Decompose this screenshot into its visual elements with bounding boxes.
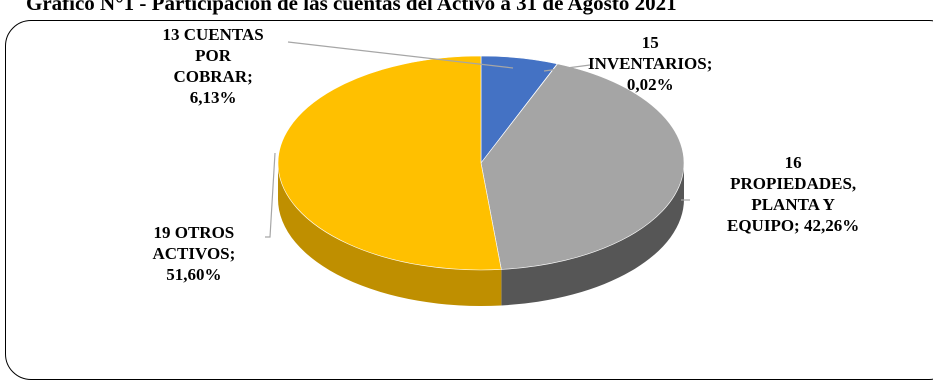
- label-otros-activos-line: 51,60%: [166, 265, 222, 284]
- label-propiedades-line: EQUIPO; 42,26%: [727, 216, 860, 235]
- chart-title: Gráfico N°1 - Participación de las cuent…: [26, 0, 677, 15]
- label-otros-activos: 19 OTROS ACTIVOS; 51,60%: [153, 222, 236, 285]
- label-inventarios: 15 INVENTARIOS; 0,02%: [588, 32, 712, 95]
- label-inventarios-line: INVENTARIOS;: [588, 54, 713, 73]
- label-propiedades-line: PLANTA Y: [751, 195, 835, 214]
- label-propiedades-line: 16: [784, 153, 802, 172]
- label-cuentas-por-cobrar-line: POR: [195, 46, 232, 65]
- label-inventarios-line: 15: [641, 33, 659, 52]
- label-cuentas-por-cobrar-line: 6,13%: [189, 88, 237, 107]
- label-otros-activos-line: ACTIVOS;: [152, 244, 236, 263]
- label-cuentas-por-cobrar-line: COBRAR;: [173, 67, 253, 86]
- label-otros-activos-line: 19 OTROS: [153, 223, 235, 242]
- pie-side-walls: [278, 163, 684, 306]
- slice-otros-activos: [277, 55, 502, 271]
- label-cuentas-por-cobrar: 13 CUENTAS POR COBRAR; 6,13%: [163, 24, 264, 108]
- slice-propiedades: [480, 63, 685, 270]
- slice-otros-activos-side: [278, 163, 502, 306]
- label-inventarios-line: 0,02%: [626, 75, 674, 94]
- slice-propiedades-side: [501, 163, 684, 306]
- pie-chart: [265, 41, 690, 306]
- label-propiedades: 16 PROPIEDADES, PLANTA Y EQUIPO; 42,26%: [727, 152, 859, 236]
- leader-line-1: [543, 64, 591, 72]
- label-cuentas-por-cobrar-line: 13 CUENTAS: [162, 25, 264, 44]
- leader-line-0: [287, 41, 514, 69]
- leader-line-3: [265, 152, 276, 238]
- label-propiedades-line: PROPIEDADES,: [730, 174, 857, 193]
